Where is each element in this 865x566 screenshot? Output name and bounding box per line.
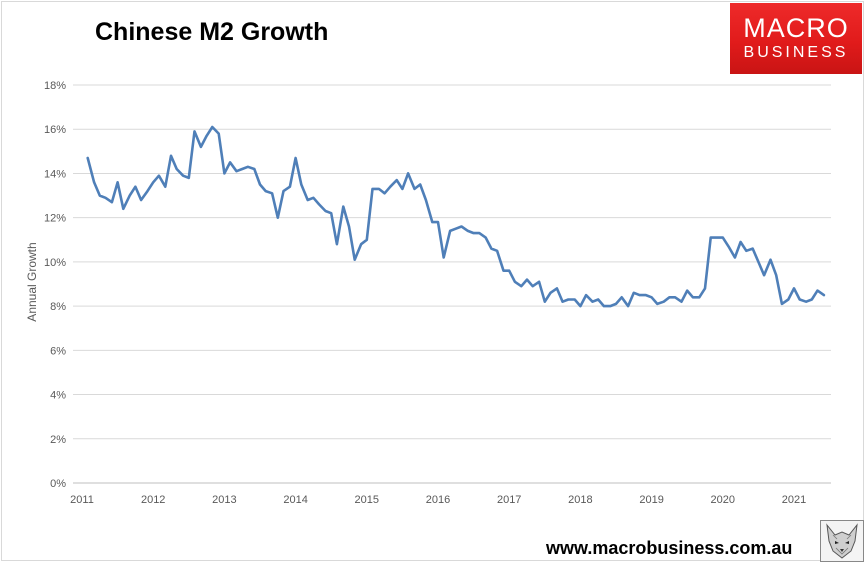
x-tick-label: 2012 — [141, 494, 165, 506]
logo-text-business: BUSINESS — [743, 44, 849, 61]
y-tick-label: 18% — [44, 80, 66, 92]
logo-text-macro: MACRO — [743, 13, 849, 43]
x-tick-label: 2015 — [355, 494, 379, 506]
x-tick-label: 2016 — [426, 494, 450, 506]
x-tick-label: 2013 — [212, 494, 236, 506]
y-axis-ticks: 0% 2% 4% 6% 8% 10% 12% 14% 16% 18% — [44, 80, 66, 490]
y-tick-label: 16% — [44, 124, 66, 136]
y-tick-label: 0% — [50, 478, 66, 490]
x-tick-label: 2018 — [568, 494, 592, 506]
series-group — [86, 125, 826, 308]
y-tick-label: 6% — [50, 345, 66, 357]
y-axis-label: Annual Growth — [25, 242, 39, 321]
x-tick-label: 2021 — [782, 494, 806, 506]
website-url: www.macrobusiness.com.au — [546, 538, 793, 558]
macrobusiness-logo: MACRO BUSINESS — [730, 3, 862, 74]
y-tick-label: 10% — [44, 257, 66, 269]
wolf-logo-icon — [820, 520, 864, 562]
x-tick-label: 2017 — [497, 494, 521, 506]
y-tick-label: 12% — [44, 213, 66, 225]
x-tick-label: 2020 — [711, 494, 735, 506]
x-tick-label: 2011 — [70, 494, 94, 506]
gridlines — [73, 84, 831, 484]
x-tick-label: 2019 — [639, 494, 663, 506]
y-tick-label: 2% — [50, 434, 66, 446]
y-tick-label: 8% — [50, 301, 66, 313]
chart-title: Chinese M2 Growth — [95, 18, 329, 46]
y-tick-label: 4% — [50, 390, 66, 402]
x-tick-label: 2014 — [283, 494, 307, 506]
x-axis-ticks: 2011 2012 2013 2014 2015 2016 2017 2018 2019 2020… — [70, 494, 806, 506]
series-line — [86, 125, 826, 308]
y-tick-label: 14% — [44, 168, 66, 180]
